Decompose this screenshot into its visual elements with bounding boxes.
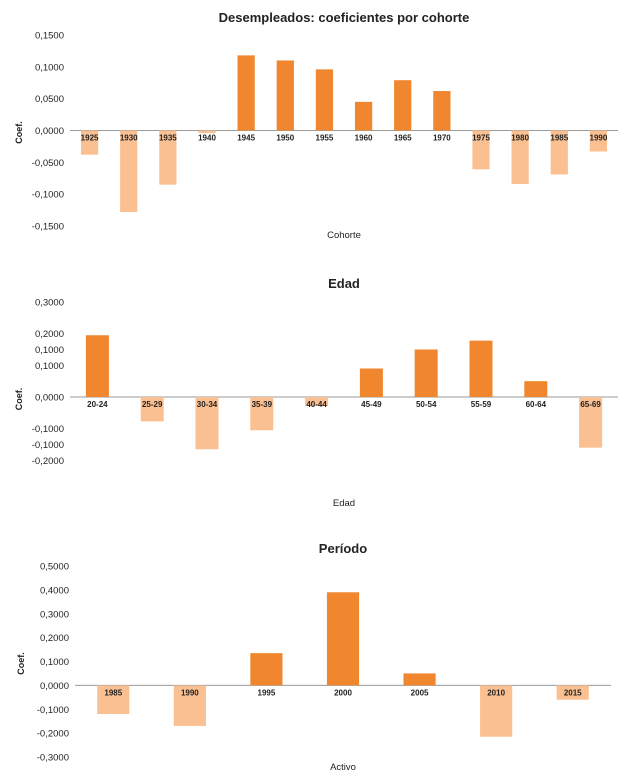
bar-55-59 bbox=[469, 340, 493, 397]
bar-1985 bbox=[550, 130, 568, 175]
bar-1990 bbox=[589, 130, 608, 152]
bar-2005 bbox=[403, 673, 436, 686]
x-category-label: 1970 bbox=[433, 134, 451, 143]
y-tick-label: 0,0000 bbox=[35, 393, 64, 404]
bar-1930 bbox=[120, 130, 138, 212]
y-tick-label: 0,3000 bbox=[40, 609, 69, 620]
y-tick-label: 0,1000 bbox=[35, 62, 64, 73]
bar-25-29 bbox=[140, 397, 164, 422]
x-category-label: 45-49 bbox=[361, 400, 382, 409]
x-category-label: 1980 bbox=[511, 134, 529, 143]
x-axis-label: Edad bbox=[333, 498, 355, 509]
bar-1995 bbox=[250, 653, 283, 686]
x-category-label: 1965 bbox=[394, 134, 412, 143]
y-tick-label: -0,1500 bbox=[32, 222, 64, 233]
y-tick-label: -0,1000 bbox=[37, 705, 69, 716]
y-tick-label: 0,2000 bbox=[40, 633, 69, 644]
y-tick-label: 0,4000 bbox=[40, 585, 69, 596]
bar-30-34 bbox=[195, 397, 219, 450]
bar-2010 bbox=[480, 685, 513, 737]
bar-60-64 bbox=[524, 381, 548, 397]
y-tick-label: 0,0000 bbox=[35, 126, 64, 137]
x-category-label: 50-54 bbox=[416, 400, 437, 409]
y-axis-label: Coef. bbox=[14, 388, 24, 411]
bar-20-24 bbox=[85, 335, 109, 397]
x-category-label: 20-24 bbox=[87, 400, 108, 409]
bar-1975 bbox=[472, 130, 490, 170]
x-category-label: 1990 bbox=[590, 134, 608, 143]
x-category-label: 1985 bbox=[104, 688, 122, 697]
y-tick-label: -0,0500 bbox=[32, 158, 64, 169]
x-category-label: 1975 bbox=[472, 134, 490, 143]
x-axis-label: Activo bbox=[330, 762, 356, 773]
bar-1970 bbox=[433, 91, 451, 131]
bar-1940 bbox=[198, 130, 216, 134]
x-axis-label: Cohorte bbox=[327, 230, 361, 241]
x-category-label: 2015 bbox=[564, 688, 582, 697]
bar-1935 bbox=[159, 130, 177, 185]
bar-1990 bbox=[173, 685, 206, 726]
x-category-label: 1945 bbox=[237, 134, 255, 143]
y-tick-label: 0,1000 bbox=[35, 361, 64, 372]
x-category-label: 60-64 bbox=[526, 400, 547, 409]
x-category-label: 1925 bbox=[81, 134, 99, 143]
bar-1980 bbox=[511, 130, 529, 184]
y-tick-label: 0,1000 bbox=[35, 345, 64, 356]
x-category-label: 30-34 bbox=[197, 400, 218, 409]
y-tick-label: -0,1000 bbox=[32, 440, 64, 451]
y-tick-label: 0,1500 bbox=[35, 31, 64, 42]
x-category-label: 1930 bbox=[120, 134, 138, 143]
y-axis-label: Coef. bbox=[16, 652, 26, 675]
bar-50-54 bbox=[414, 349, 438, 397]
y-tick-label: 0,2000 bbox=[35, 329, 64, 340]
y-tick-label: 0,1000 bbox=[40, 657, 69, 668]
y-tick-label: -0,2000 bbox=[32, 456, 64, 467]
x-category-label: 35-39 bbox=[252, 400, 273, 409]
chart-title-1: Edad bbox=[328, 276, 360, 291]
bar-65-69 bbox=[579, 397, 603, 448]
x-category-label: 1960 bbox=[355, 134, 373, 143]
x-category-label: 2000 bbox=[334, 688, 352, 697]
bar-1960 bbox=[354, 101, 373, 131]
x-category-label: 1935 bbox=[159, 134, 177, 143]
y-axis-label: Coef. bbox=[14, 121, 24, 144]
y-tick-label: 0,0500 bbox=[35, 94, 64, 105]
x-category-label: 1985 bbox=[550, 134, 568, 143]
bar-40-44 bbox=[305, 397, 329, 406]
bar-1985 bbox=[97, 685, 130, 715]
x-category-label: 1950 bbox=[276, 134, 294, 143]
bar-35-39 bbox=[250, 397, 274, 431]
y-tick-label: 0,5000 bbox=[40, 562, 69, 573]
bar-2015 bbox=[556, 685, 589, 700]
bar-1965 bbox=[394, 80, 412, 131]
x-category-label: 40-44 bbox=[306, 400, 327, 409]
x-category-label: 2005 bbox=[411, 688, 429, 697]
bar-2000 bbox=[326, 592, 360, 686]
y-tick-label: -0,2000 bbox=[37, 729, 69, 740]
x-category-label: 1940 bbox=[198, 134, 216, 143]
x-category-label: 1955 bbox=[316, 134, 334, 143]
y-tick-label: -0,1000 bbox=[32, 424, 64, 435]
x-category-label: 65-69 bbox=[580, 400, 601, 409]
chart-title-0: Desempleados: coeficientes por cohorte bbox=[219, 10, 470, 25]
chart-title-2: Período bbox=[319, 541, 367, 556]
bar-1950 bbox=[276, 60, 294, 131]
bar-45-49 bbox=[359, 368, 383, 397]
y-tick-label: 0,0000 bbox=[40, 681, 69, 692]
x-category-label: 25-29 bbox=[142, 400, 163, 409]
bar-1955 bbox=[315, 69, 334, 131]
y-tick-label: -0,3000 bbox=[37, 753, 69, 764]
x-category-label: 55-59 bbox=[471, 400, 492, 409]
bar-1945 bbox=[237, 55, 255, 131]
bar-1925 bbox=[80, 130, 99, 155]
y-tick-label: -0,1000 bbox=[32, 190, 64, 201]
x-category-label: 1990 bbox=[181, 688, 199, 697]
x-category-label: 2010 bbox=[487, 688, 505, 697]
y-tick-label: 0,3000 bbox=[35, 298, 64, 309]
x-category-label: 1995 bbox=[258, 688, 276, 697]
